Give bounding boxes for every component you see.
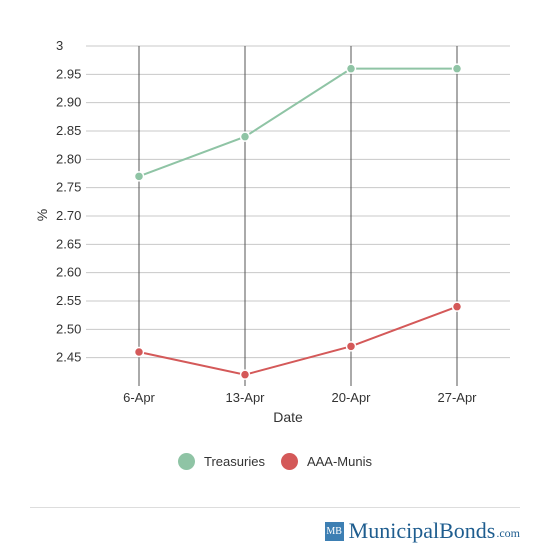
x-tick-label: 6-Apr [123, 390, 155, 405]
y-tick-label: 2.80 [56, 151, 81, 166]
x-axis-title: Date [273, 409, 303, 425]
y-tick-label: 2.95 [56, 66, 81, 81]
grid [86, 45, 510, 386]
legend-item-treasuries[interactable]: Treasuries [178, 453, 265, 470]
brand-logo-link[interactable]: MB MunicipalBonds .com [324, 518, 520, 544]
y-tick-label: 2.90 [56, 95, 81, 110]
aaa-munis-swatch-icon [280, 453, 298, 470]
x-axis-ticks: 6-Apr 13-Apr 20-Apr 27-Apr [123, 390, 477, 405]
series-lines [133, 63, 463, 380]
data-point[interactable] [239, 369, 251, 380]
data-point[interactable] [451, 301, 463, 312]
data-point[interactable] [133, 346, 145, 358]
legend-label-treasuries: Treasuries [204, 454, 265, 469]
data-point[interactable] [239, 131, 251, 142]
y-axis-title: % [34, 209, 50, 221]
data-point[interactable] [133, 171, 145, 182]
brand-name: MunicipalBonds [348, 518, 496, 543]
legend-label-aaa-munis: AAA-Munis [306, 454, 372, 469]
mb-logo-icon: MB [324, 521, 344, 541]
y-tick-label: 2.60 [56, 265, 81, 280]
footer-divider [30, 507, 520, 508]
data-point[interactable] [345, 63, 357, 74]
y-axis-ticks: 2.45 2.50 2.55 2.60 2.65 2.70 2.75 2.80 2.85 2.90… [56, 38, 81, 365]
treasuries-swatch-icon [178, 453, 196, 470]
series-line-1 [138, 305, 458, 376]
line-chart: 2.45 2.50 2.55 2.60 2.65 2.70 2.75 2.80 2.85 2.90… [34, 38, 510, 425]
data-point[interactable] [345, 341, 357, 352]
y-tick-label: 2.50 [56, 321, 81, 336]
data-point[interactable] [451, 63, 463, 74]
x-tick-label: 27-Apr [437, 390, 477, 405]
series-line-0 [138, 67, 457, 178]
y-tick-label: 2.45 [56, 350, 81, 365]
x-tick-label: 20-Apr [331, 390, 371, 405]
y-tick-label: 2.65 [56, 236, 81, 251]
brand-tld: .com [496, 526, 520, 540]
y-tick-label: 2.55 [56, 293, 81, 308]
x-tick-label: 13-Apr [225, 390, 265, 405]
y-tick-label: 2.70 [56, 208, 81, 223]
legend-item-aaa-munis[interactable]: AAA-Munis [280, 453, 372, 470]
y-tick-label: 3 [56, 38, 63, 53]
legend: Treasuries AAA-Munis [0, 453, 550, 470]
y-tick-label: 2.85 [56, 123, 81, 138]
y-tick-label: 2.75 [56, 180, 81, 195]
